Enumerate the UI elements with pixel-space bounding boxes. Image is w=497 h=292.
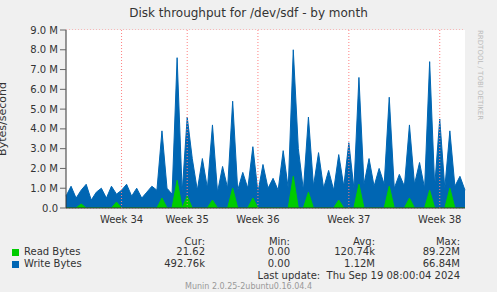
svg-text:Bytes/second: Bytes/second [8,82,9,156]
html-text:Read Bytes: Read Bytes [24,246,81,257]
html-text:66.84M: 66.84M [422,258,460,269]
html-text:0.00: 0.00 [267,246,290,257]
html-text:89.22M: 89.22M [422,246,460,257]
html-text:Disk throughput for /dev/sdf -: Disk throughput for /dev/sdf - by month [129,6,368,20]
svg-text:3.0 M: 3.0 M [30,143,58,154]
svg-text:Week 36: Week 36 [236,214,279,225]
svg-text:2.0 M: 2.0 M [30,163,58,174]
svg-text:5.0 M: 5.0 M [30,104,58,115]
html-text:21.62: 21.62 [176,246,205,257]
html-text:Write Bytes: Write Bytes [24,258,82,269]
html-text:Max:: Max: [436,236,460,247]
html-text:Munin 2.0.25-2ubuntu0.16.04.4: Munin 2.0.25-2ubuntu0.16.04.4 [185,282,312,291]
svg-text:Week 35: Week 35 [166,214,209,225]
svg-text:9.0 M: 9.0 M [30,25,58,36]
html-text:RRDTOOL / TOBI OETIKER: RRDTOOL / TOBI OETIKER [476,30,484,121]
html-text:120.74k: 120.74k [334,246,375,257]
html-text:0.00: 0.00 [267,258,290,269]
svg-text:7.0 M: 7.0 M [30,64,58,75]
svg-text:4.0 M: 4.0 M [30,123,58,134]
svg-text:1.0 M: 1.0 M [30,183,58,194]
html-text:492.76k: 492.76k [164,258,205,269]
svg-text:0.0: 0.0 [42,203,58,214]
svg-text:8.0 M: 8.0 M [30,44,58,55]
svg-text:Week 38: Week 38 [418,214,461,225]
svg-text:Week 37: Week 37 [327,214,370,225]
html-text:Cur:: Cur: [184,236,205,247]
html-text:Last update: Thu Sep 19 08:00:: Last update: Thu Sep 19 08:00:04 2024 [257,270,460,281]
html-text:Avg:: Avg: [353,236,375,247]
svg-text:Week 34: Week 34 [100,214,143,225]
html-text:1.12M: 1.12M [344,258,375,269]
html-text:Min:: Min: [268,236,290,247]
svg-text:6.0 M: 6.0 M [30,84,58,95]
